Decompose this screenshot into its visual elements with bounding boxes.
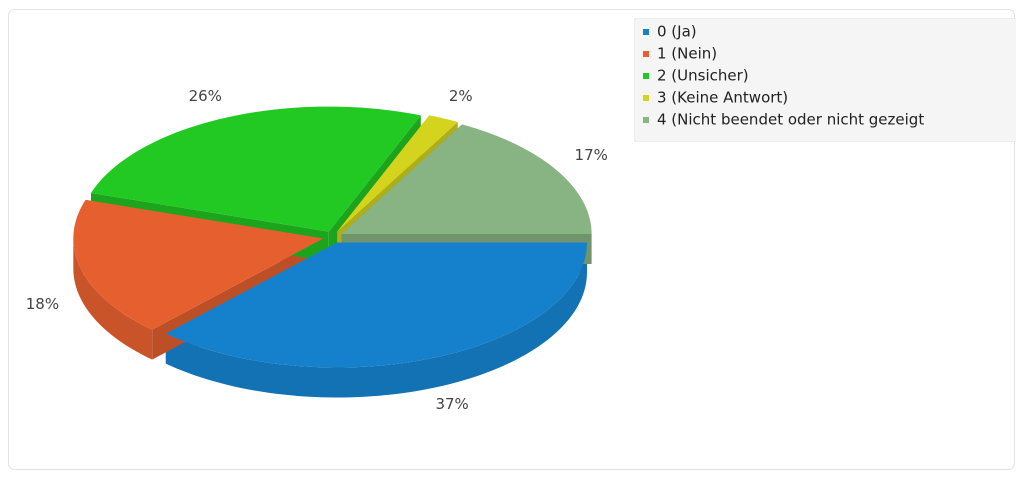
legend-swatch	[643, 73, 649, 79]
slice-wall	[73, 238, 153, 360]
slice	[341, 124, 592, 234]
legend-box	[634, 18, 1016, 142]
legend-label: 3 (Keine Antwort)	[657, 89, 788, 107]
slice	[90, 106, 421, 232]
legend: 0 (Ja) 1 (Nein) 2 (Unsicher) 3 (Keine Antwo…	[634, 18, 1016, 142]
legend-swatch	[643, 117, 649, 123]
value-label: 2%	[449, 87, 473, 105]
legend-swatch	[643, 29, 649, 35]
value-labels: 37% 18% 26% 2% 17%	[26, 87, 608, 413]
value-label: 37%	[435, 395, 468, 413]
value-label: 17%	[575, 146, 608, 164]
value-label: 18%	[26, 295, 59, 313]
slice	[73, 199, 324, 330]
pie	[73, 106, 592, 398]
legend-label: 4 (Nicht beendet oder nicht gezeigt	[657, 111, 924, 129]
slice-wall	[165, 242, 587, 398]
legend-swatch	[643, 51, 649, 57]
legend-label: 0 (Ja)	[657, 23, 697, 41]
legend-swatch	[643, 95, 649, 101]
slice	[337, 115, 458, 232]
legend-label: 2 (Unsicher)	[657, 67, 749, 85]
value-label: 26%	[189, 87, 222, 105]
legend-items: 0 (Ja) 1 (Nein) 2 (Unsicher) 3 (Keine Antwo…	[643, 23, 924, 129]
legend-label: 1 (Nein)	[657, 45, 717, 63]
slice	[165, 242, 587, 368]
